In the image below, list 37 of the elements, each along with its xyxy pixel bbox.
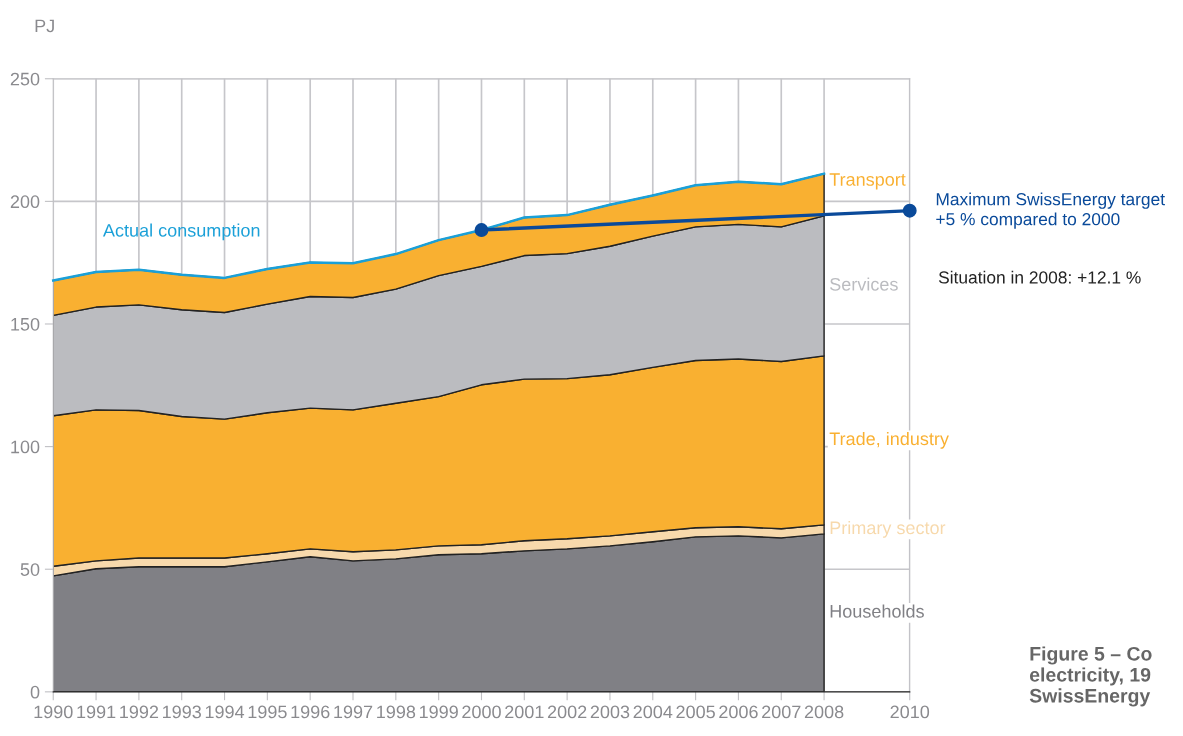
text: Situation in 2008: +12.1 % xyxy=(938,270,1141,284)
x-tick-label: 1996 xyxy=(291,705,330,719)
x-tick-label: 2001 xyxy=(505,705,544,719)
x-tick-label: 1993 xyxy=(163,705,201,719)
y-tick-label: 200 xyxy=(10,195,40,209)
y-tick-label: 150 xyxy=(11,317,40,331)
series-label: Actual consumption xyxy=(102,223,260,241)
series-label: Primary sector xyxy=(830,520,946,538)
x-tick-label: 1992 xyxy=(120,705,159,719)
y-tick-label: 100 xyxy=(11,440,40,454)
series-label: Trade, industry xyxy=(829,431,949,449)
x-tick-label: 2007 xyxy=(762,705,801,719)
line-series xyxy=(51,172,826,282)
y-tick-label: 250 xyxy=(10,72,40,86)
x-tick-label: 1995 xyxy=(248,705,287,719)
y-tick-label: 50 xyxy=(20,563,40,576)
series-label: Transport xyxy=(829,173,906,190)
x-tick-label: 1994 xyxy=(205,705,245,719)
x-tick-label: 2003 xyxy=(590,705,630,719)
series-label: Households xyxy=(830,604,924,618)
x-tick-label: 2005 xyxy=(676,705,715,719)
x-tick-label: 2010 xyxy=(890,705,930,719)
series-label: Services xyxy=(830,277,898,291)
x-tick-label: 1999 xyxy=(419,705,458,719)
x-tick-label: 1997 xyxy=(334,705,373,719)
x-tick-label: 2006 xyxy=(719,705,758,719)
x-tick-label: 1991 xyxy=(77,705,116,719)
x-tick-label: 1990 xyxy=(34,705,73,719)
y-axis-title: PJ xyxy=(35,19,54,33)
x-tick-label: 1998 xyxy=(377,705,416,719)
series-label: Maximum SwissEnergy target +5 % compared to 2000 xyxy=(936,192,1165,229)
x-tick-label: 2002 xyxy=(547,705,587,719)
x-tick-label: 2004 xyxy=(633,705,673,719)
x-tick-label: 2000 xyxy=(462,705,501,719)
y-tick-label: 0 xyxy=(30,685,40,699)
caption: Figure 5 – Co electricity, 19 SwissEnergy xyxy=(1029,646,1152,707)
x-tick-label: 2008 xyxy=(804,705,844,719)
